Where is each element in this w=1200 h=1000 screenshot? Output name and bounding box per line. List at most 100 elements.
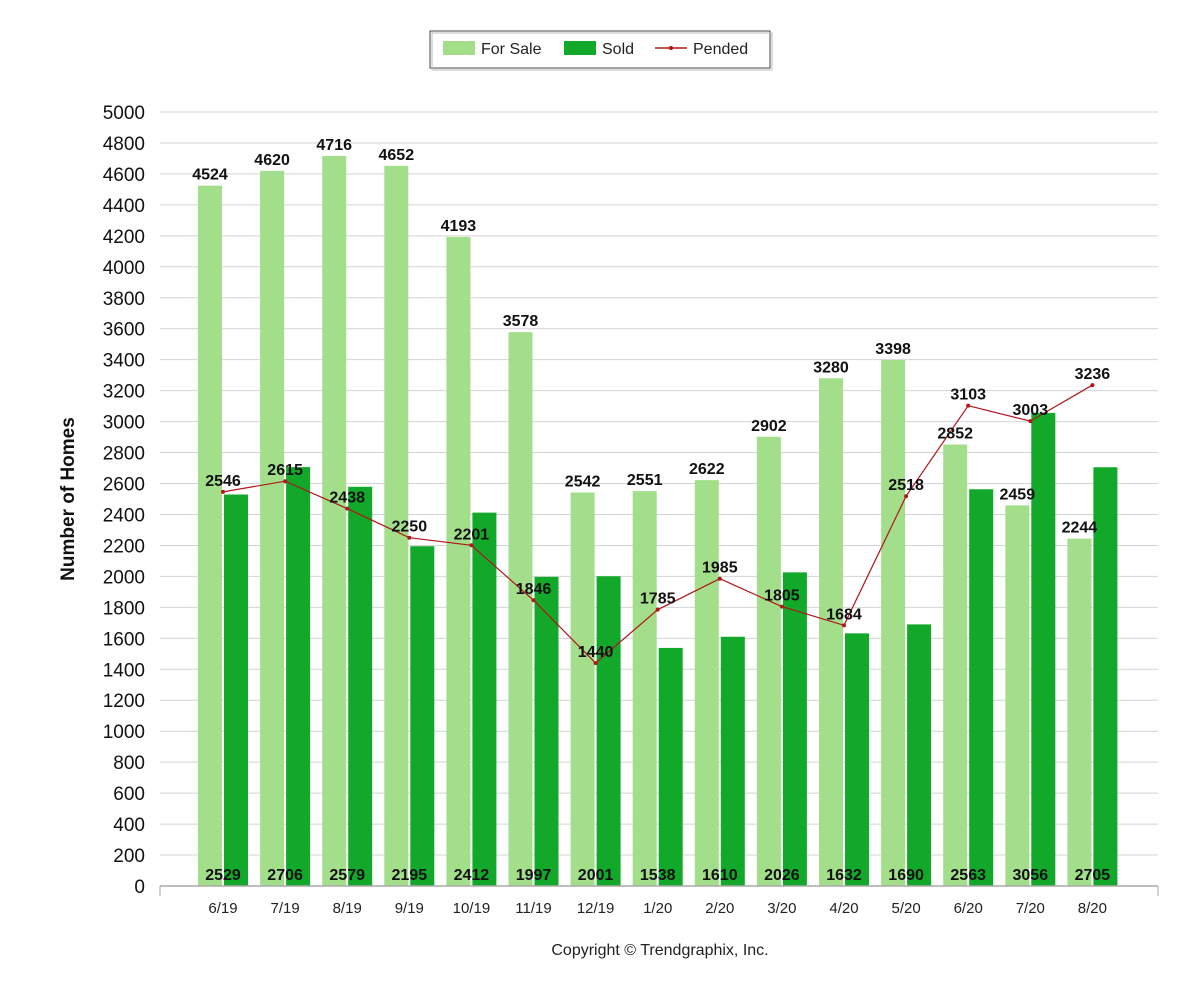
y-tick-label: 4600 (103, 165, 145, 186)
bar-sold (845, 633, 869, 886)
data-label-sold: 3056 (1013, 867, 1049, 884)
data-label-for-sale: 3280 (813, 359, 849, 376)
legend-shadow (431, 32, 773, 71)
x-tick-label: 11/19 (515, 900, 551, 917)
legend-swatch-for-sale (443, 41, 475, 55)
bar-sold (969, 489, 994, 886)
data-label-sold: 1632 (826, 867, 862, 884)
y-tick-label: 2200 (103, 536, 145, 557)
y-tick-label: 4800 (103, 134, 145, 155)
data-label-sold: 2563 (950, 867, 986, 884)
x-tick-label: 12/19 (577, 900, 615, 917)
y-tick-label: 2400 (103, 505, 145, 526)
bar-sold (224, 494, 248, 886)
x-tick-label: 6/19 (208, 900, 237, 917)
data-label-pended: 2518 (888, 477, 924, 494)
y-tick-label: 2000 (103, 567, 145, 588)
data-label-sold: 2706 (267, 867, 303, 884)
data-label-for-sale: 2622 (689, 461, 725, 478)
pended-line (221, 383, 1095, 666)
x-tick-label: 9/19 (395, 900, 424, 917)
y-tick-label: 5000 (103, 103, 145, 124)
y-tick-label: 3200 (103, 382, 145, 403)
data-label-pended: 2438 (329, 490, 365, 507)
legend-swatch-sold (564, 41, 596, 55)
bar-for-sale (446, 236, 471, 887)
bar-for-sale (322, 155, 347, 886)
x-tick-label: 6/20 (954, 900, 983, 917)
y-tick-label: 4400 (103, 196, 145, 217)
legend-label-sold: Sold (602, 41, 634, 58)
data-label-pended: 2250 (392, 519, 428, 536)
point-pended (966, 403, 971, 408)
x-tick-label: 2/20 (705, 900, 734, 917)
data-label-pended: 2615 (267, 462, 303, 479)
data-label-sold: 2026 (764, 867, 800, 884)
bar-for-sale (881, 359, 906, 886)
y-tick-label: 0 (134, 877, 145, 898)
x-tick-label: 3/20 (767, 900, 796, 917)
x-tick-label: 5/20 (891, 900, 920, 917)
y-tick-label: 4200 (103, 227, 145, 248)
y-tick-label: 1000 (103, 722, 145, 743)
point-pended (779, 604, 784, 609)
data-label-for-sale: 4524 (192, 167, 228, 184)
data-label-pended: 3103 (950, 387, 986, 404)
data-label-pended: 1985 (702, 560, 738, 577)
y-tick-label: 800 (113, 753, 145, 774)
data-label-for-sale: 2852 (937, 426, 973, 443)
legend: For Sale Sold Pended (429, 30, 773, 71)
y-tick-label: 400 (113, 815, 145, 836)
y-tick-label: 3400 (103, 351, 145, 372)
bar-for-sale (570, 492, 595, 886)
bar-for-sale (384, 165, 409, 886)
data-label-sold: 2001 (578, 867, 614, 884)
bar-for-sale (819, 378, 843, 886)
data-label-pended: 2546 (205, 473, 241, 490)
data-label-sold: 2579 (329, 867, 365, 884)
y-axis-ticks: 0 200 400 600 800 1000 1200 1400 1600 1800 2000 220… (103, 103, 145, 898)
data-label-sold: 1610 (702, 867, 738, 884)
x-tick-label: 10/19 (453, 900, 491, 917)
x-tick-label: 7/19 (270, 900, 299, 917)
bar-sold (720, 636, 745, 886)
y-tick-label: 600 (113, 784, 145, 805)
y-tick-label: 1400 (103, 660, 145, 681)
y-tick-label: 1800 (103, 598, 145, 619)
data-label-pended: 1846 (516, 581, 552, 598)
x-tick-label: 7/20 (1016, 900, 1045, 917)
point-pended (221, 489, 225, 494)
bar-sold (907, 624, 932, 886)
data-label-sold: 2705 (1075, 867, 1111, 884)
x-tick-label: 8/19 (333, 900, 362, 917)
bar-for-sale (508, 332, 533, 886)
bar-for-sale (756, 436, 781, 886)
bar-sold (596, 576, 621, 886)
point-pended (1028, 419, 1033, 424)
bar-for-sale (1005, 505, 1030, 886)
data-label-for-sale: 4716 (316, 137, 352, 154)
bar-sold (1093, 467, 1118, 886)
bar-for-sale (198, 185, 222, 886)
legend-label-pended: Pended (693, 41, 748, 58)
y-tick-label: 3000 (103, 413, 145, 434)
bar-for-sale (1067, 538, 1092, 886)
point-pended (593, 661, 598, 666)
legend-label-for-sale: For Sale (481, 41, 542, 58)
bar-sold (410, 546, 435, 886)
data-label-sold: 2529 (205, 867, 241, 884)
data-label-sold: 1997 (516, 867, 552, 884)
y-tick-label: 2600 (103, 475, 145, 496)
bar-sold (534, 576, 559, 886)
point-pended (655, 607, 660, 612)
data-label-sold: 2412 (454, 867, 490, 884)
data-label-for-sale: 3398 (875, 341, 911, 358)
bar-sold (782, 572, 807, 886)
data-label-pended: 3003 (1013, 402, 1049, 419)
legend-box (429, 30, 771, 69)
bar-for-sale (260, 170, 285, 887)
y-tick-label: 4000 (103, 258, 145, 279)
data-label-for-sale: 2459 (1000, 486, 1036, 503)
x-tick-label: 1/20 (643, 900, 672, 917)
